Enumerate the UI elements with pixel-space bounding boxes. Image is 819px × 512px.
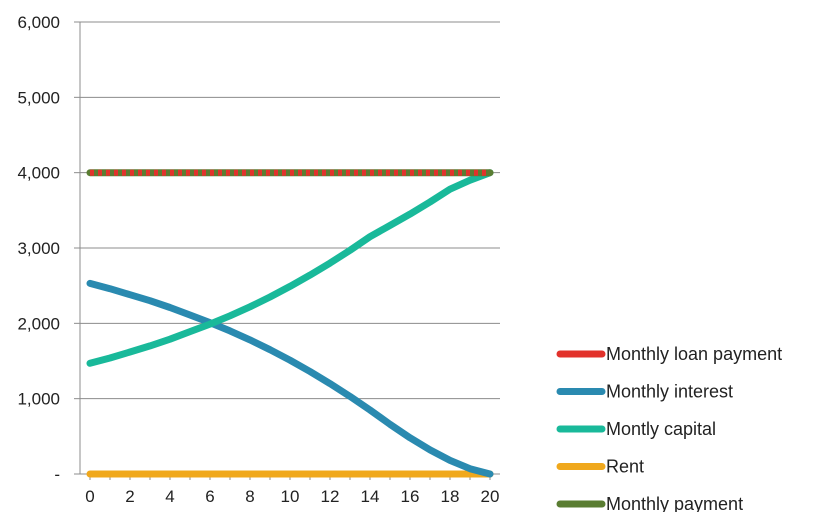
x-tick-label: 12 [321, 487, 340, 506]
y-tick-label: 4,000 [17, 164, 60, 183]
legend-label-rent: Rent [606, 457, 644, 477]
series-line-montly-capital [86, 169, 494, 367]
legend-label-monthly-payment: Monthly payment [606, 494, 743, 512]
y-tick-label: 3,000 [17, 239, 60, 258]
axes: - 1,000 2,000 3,000 4,000 5,000 6,000 0 2 4 6 8 10 12… [17, 13, 500, 506]
x-tick-label: 0 [85, 487, 94, 506]
y-tick-label: 2,000 [17, 314, 60, 333]
x-tick-label: 2 [125, 487, 134, 506]
x-tick-label: 16 [401, 487, 420, 506]
gridlines [80, 21, 500, 400]
series-line-monthly-interest [86, 279, 494, 478]
series-lines [86, 169, 494, 478]
x-tick-label: 14 [361, 487, 380, 506]
x-tick-label: 18 [441, 487, 460, 506]
y-tick-label: 5,000 [17, 88, 60, 107]
legend-label-montly-capital: Montly capital [606, 419, 716, 439]
y-tick-label: 1,000 [17, 390, 60, 409]
x-tick-label: 4 [165, 487, 174, 506]
x-tick-label: 10 [281, 487, 300, 506]
legend-label-monthly-interest: Monthly interest [606, 382, 733, 402]
y-tick-label: - [54, 465, 60, 484]
legend: Monthly loan payment Monthly interest Mont… [556, 344, 782, 512]
x-tick-label: 6 [205, 487, 214, 506]
x-tick-label: 20 [481, 487, 500, 506]
x-tick-label: 8 [245, 487, 254, 506]
legend-label-monthly-loan-payment: Monthly loan payment [606, 344, 782, 364]
y-tick-label: 6,000 [17, 13, 60, 32]
